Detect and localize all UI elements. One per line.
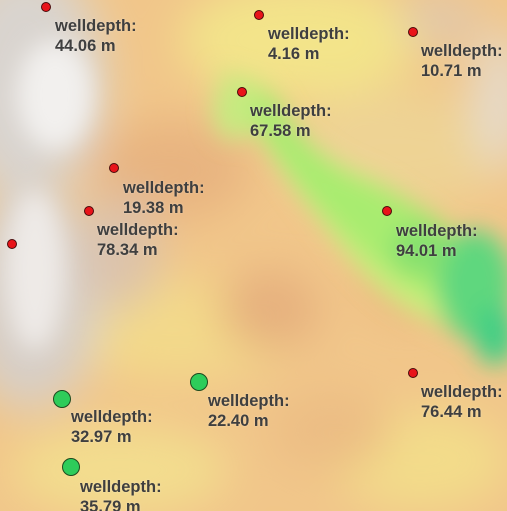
- well-marker[interactable]: [382, 206, 392, 216]
- well-label: welldepth: 35.79 m: [80, 477, 162, 511]
- well-marker[interactable]: [7, 239, 17, 249]
- well-type-label: welldepth:: [250, 102, 332, 120]
- well-marker[interactable]: [190, 373, 208, 391]
- well-marker[interactable]: [408, 27, 418, 37]
- well-label: welldepth: 19.38 m: [123, 178, 205, 218]
- well-type-label: welldepth:: [123, 179, 205, 197]
- well-label: welldepth: 32.97 m: [71, 407, 153, 447]
- well-label: welldepth: 67.58 m: [250, 101, 332, 141]
- well-marker[interactable]: [254, 10, 264, 20]
- well-type-label: welldepth:: [71, 408, 153, 426]
- well-type-label: welldepth:: [208, 392, 290, 410]
- well-depth-value: 22.40 m: [208, 412, 269, 430]
- well-marker[interactable]: [62, 458, 80, 476]
- well-type-label: welldepth:: [396, 222, 478, 240]
- well-depth-value: 44.06 m: [55, 37, 116, 55]
- well-marker[interactable]: [109, 163, 119, 173]
- well-depth-value: 10.71 m: [421, 62, 482, 80]
- well-label: welldepth: 44.06 m: [55, 16, 137, 56]
- well-label: welldepth: 76.44 m: [421, 382, 503, 422]
- well-type-label: welldepth:: [97, 221, 179, 239]
- well-type-label: welldepth:: [421, 42, 503, 60]
- well-type-label: welldepth:: [268, 25, 350, 43]
- well-marker[interactable]: [41, 2, 51, 12]
- well-depth-value: 76.44 m: [421, 403, 482, 421]
- well-depth-value: 67.58 m: [250, 122, 311, 140]
- well-type-label: welldepth:: [80, 478, 162, 496]
- well-depth-value: 19.38 m: [123, 199, 184, 217]
- well-marker[interactable]: [53, 390, 71, 408]
- well-label: welldepth: 78.34 m: [97, 220, 179, 260]
- well-depth-value: 35.79 m: [80, 498, 141, 511]
- well-marker[interactable]: [237, 87, 247, 97]
- well-marker[interactable]: [408, 368, 418, 378]
- well-depth-value: 4.16 m: [268, 45, 320, 63]
- well-label: welldepth: 10.71 m: [421, 41, 503, 81]
- well-depth-value: 32.97 m: [71, 428, 132, 446]
- well-label: welldepth: 94.01 m: [396, 221, 478, 261]
- well-label: welldepth: 4.16 m: [268, 24, 350, 64]
- well-depth-value: 94.01 m: [396, 242, 457, 260]
- well-depth-value: 78.34 m: [97, 241, 158, 259]
- well-marker[interactable]: [84, 206, 94, 216]
- well-type-label: welldepth:: [55, 17, 137, 35]
- well-type-label: welldepth:: [421, 383, 503, 401]
- well-label: welldepth: 22.40 m: [208, 391, 290, 431]
